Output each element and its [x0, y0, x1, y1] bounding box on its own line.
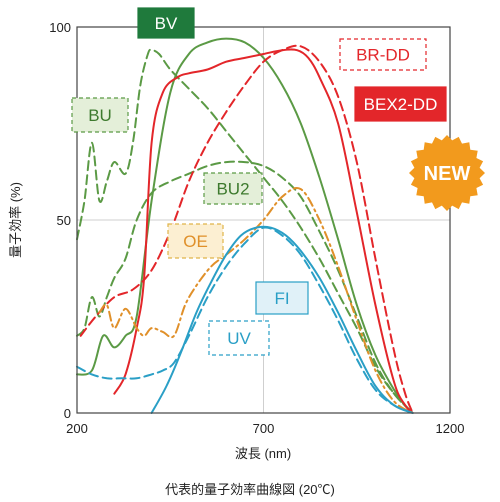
series-line-bu	[76, 48, 414, 414]
new-badge-text: NEW	[424, 163, 471, 185]
series-line-uv	[76, 226, 414, 414]
series-label-fi: FI	[255, 281, 309, 315]
series-line-br-dd	[79, 44, 414, 414]
plot-frame	[76, 26, 451, 414]
new-badge: NEW	[409, 135, 485, 211]
series-label-uv: UV	[208, 320, 270, 356]
series-lines	[76, 37, 414, 414]
series-label-bu2: BU2	[203, 172, 263, 205]
series-label-box	[71, 97, 129, 133]
series-label-oe: OE	[167, 223, 224, 259]
series-label-br-dd: BR-DD	[339, 38, 427, 71]
series-label-box	[255, 281, 309, 315]
series-label-box	[354, 86, 447, 122]
y-tick-label: 100	[49, 20, 71, 35]
x-tick-label: 200	[66, 421, 88, 436]
series-label-bex2-dd: BEX2-DD	[354, 86, 447, 122]
chart-caption: 代表的量子効率曲線図 (20℃)	[165, 482, 335, 497]
x-tick-label: 700	[253, 421, 275, 436]
series-label-text: BU	[88, 106, 112, 125]
series-label-box	[167, 223, 224, 259]
y-tick-label: 0	[64, 406, 71, 421]
new-badge-burst	[409, 135, 485, 211]
x-axis-title: 波長 (nm)	[235, 446, 291, 461]
series-label-bu: BU	[71, 97, 129, 133]
series-label-text: BEX2-DD	[364, 95, 438, 114]
y-tick-label: 50	[57, 213, 71, 228]
y-axis-title: 量子効率 (%)	[8, 182, 23, 258]
x-tick-label: 1200	[436, 421, 465, 436]
series-label-text: BR-DD	[356, 46, 410, 65]
series-label-text: BU2	[216, 180, 249, 199]
series-label-box	[203, 172, 263, 205]
series-label-text: BV	[155, 14, 178, 33]
axis-ticks: 200 700 1200 0 50 100	[49, 20, 464, 436]
series-label-bv: BV	[137, 7, 195, 39]
series-line-bu2	[76, 160, 414, 414]
series-line-bv	[76, 37, 414, 414]
series-label-text: OE	[183, 232, 208, 251]
series-label-text: FI	[274, 289, 289, 308]
series-label-text: UV	[227, 329, 251, 348]
series-label-box	[137, 7, 195, 39]
series-labels: BV BU BU2 BR-DD BEX2-DD OE FI UV	[71, 7, 447, 356]
series-label-box	[339, 38, 427, 71]
series-line-bex2-dd	[113, 48, 414, 414]
series-label-box	[208, 320, 270, 356]
series-line-oe	[98, 186, 414, 414]
